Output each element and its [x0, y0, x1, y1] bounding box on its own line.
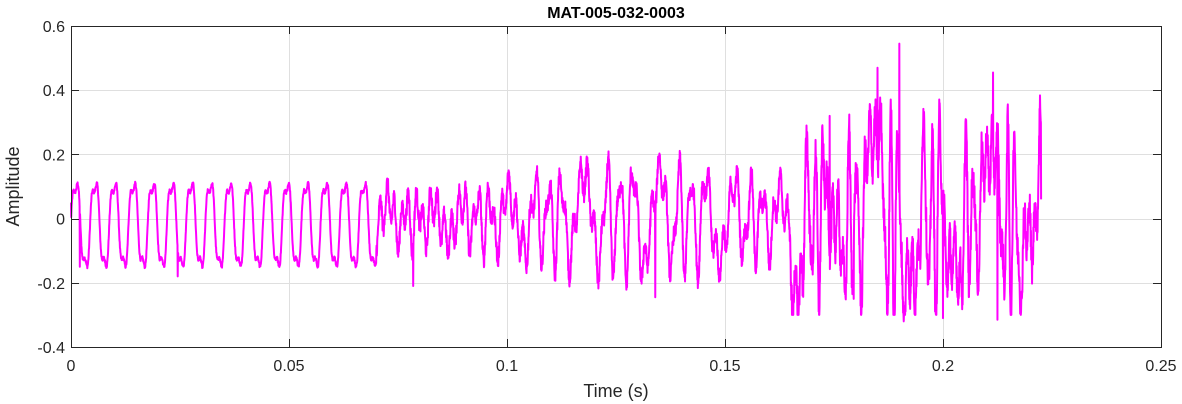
y-tick-label: 0.4	[43, 83, 65, 100]
tick-layer: 0 0.05 0.1 0.15 0.2 0.25 -0.4 -0.2 0 0.2 0.4 0.6	[37, 19, 1176, 375]
y-tick-label: 0	[56, 212, 65, 229]
x-tick-label: 0.2	[932, 358, 954, 375]
x-tick-label: 0.15	[709, 358, 740, 375]
plot-area	[71, 26, 1161, 347]
x-tick-label: 0.1	[496, 358, 518, 375]
y-tick-label: 0.6	[43, 19, 65, 36]
series-layer	[70, 42, 1043, 323]
y-axis-label: Amplitude	[3, 146, 23, 226]
plot-frame	[71, 26, 1162, 348]
x-axis-label: Time (s)	[583, 381, 648, 401]
x-tick-label: 0	[67, 358, 76, 375]
y-tick-label: -0.4	[37, 340, 65, 357]
x-tick-label: 0.05	[273, 358, 304, 375]
series-line	[70, 42, 1043, 323]
x-tick-label: 0.25	[1145, 358, 1176, 375]
chart-title: MAT-005-032-0003	[547, 5, 685, 22]
y-tick-label: -0.2	[37, 276, 65, 293]
y-tick-label: 0.2	[43, 147, 65, 164]
